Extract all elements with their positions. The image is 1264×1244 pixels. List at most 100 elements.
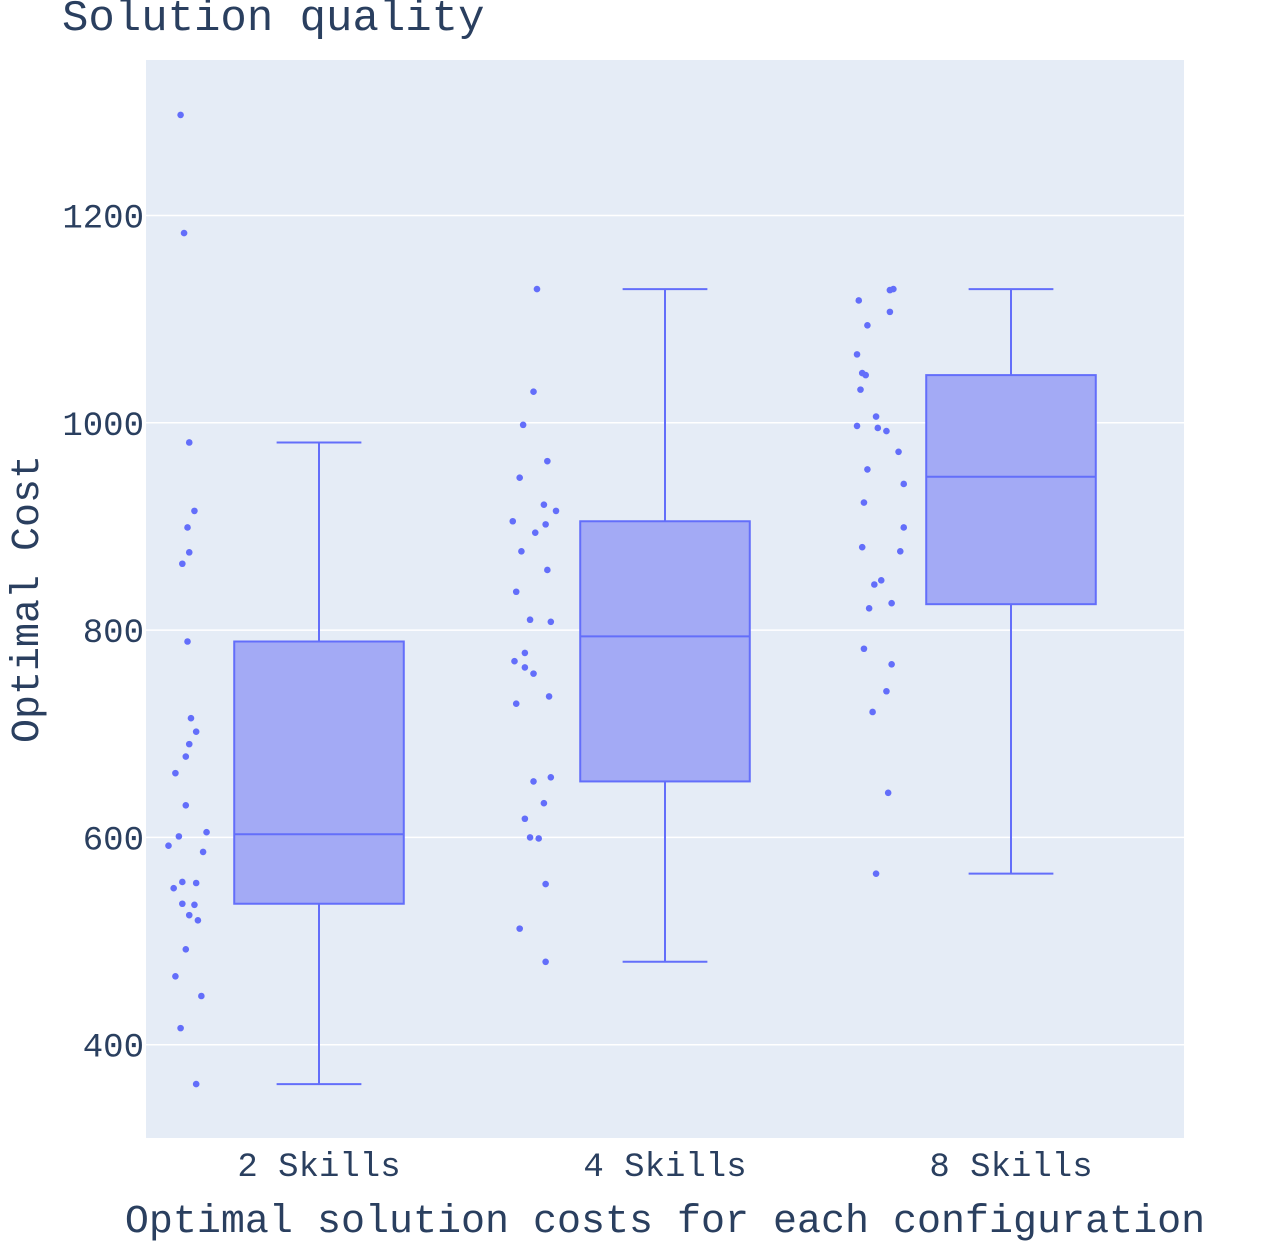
data-point <box>552 507 560 515</box>
data-point <box>185 439 193 446</box>
data-point <box>542 880 549 888</box>
data-point <box>184 638 191 645</box>
y-tick-label: 1000 <box>62 408 144 446</box>
data-point <box>533 285 541 293</box>
data-point <box>185 740 193 748</box>
data-point <box>191 507 198 515</box>
data-point <box>172 769 179 777</box>
data-point <box>182 801 190 809</box>
data-point <box>872 870 880 877</box>
data-point <box>858 543 866 551</box>
data-point <box>170 884 177 892</box>
data-point <box>194 917 202 924</box>
y-tick-label: 1200 <box>62 200 144 238</box>
data-point <box>516 925 523 932</box>
data-point <box>526 616 534 624</box>
chart-title: Solution quality <box>62 0 484 44</box>
data-point <box>182 753 190 760</box>
x-axis-title: Optimal solution costs for each configur… <box>125 1200 1205 1244</box>
data-point <box>860 499 868 506</box>
data-point <box>896 548 904 555</box>
data-point <box>877 577 885 584</box>
data-point <box>184 524 191 531</box>
box-group <box>509 285 751 966</box>
data-point <box>864 322 871 329</box>
data-point <box>853 351 861 358</box>
data-point <box>203 828 210 836</box>
data-point <box>883 427 890 435</box>
x-tick-label: 4 Skills <box>583 1149 746 1187</box>
data-point <box>872 413 880 420</box>
data-point <box>182 946 190 953</box>
data-point <box>179 900 186 908</box>
data-point <box>531 529 539 536</box>
data-point <box>544 566 551 574</box>
data-point <box>198 992 205 1000</box>
data-point <box>172 973 179 980</box>
data-point <box>540 501 548 508</box>
data-point <box>516 474 523 482</box>
y-tick-label: 400 <box>83 1030 144 1068</box>
data-point <box>180 229 188 237</box>
data-point <box>177 1024 184 1032</box>
box-series <box>165 111 1097 1088</box>
data-point <box>865 605 873 612</box>
data-point <box>521 664 529 671</box>
y-axis-title: Optimal Cost <box>6 455 51 743</box>
y-axis-ticks: 400 600 800 1000 1200 <box>62 200 144 1067</box>
data-point <box>547 773 555 781</box>
data-point <box>511 657 518 665</box>
data-point <box>895 448 902 456</box>
y-tick-label: 800 <box>83 615 144 653</box>
x-axis-ticks: 2 Skills 4 Skills 8 Skills <box>237 1149 1092 1187</box>
data-point <box>192 728 200 735</box>
data-point <box>871 581 878 588</box>
x-tick-label: 2 Skills <box>237 1149 400 1187</box>
data-point <box>192 1080 200 1088</box>
data-point <box>540 799 548 807</box>
data-point <box>199 848 207 856</box>
x-tick-label: 8 Skills <box>929 1149 1092 1187</box>
data-point <box>874 424 882 432</box>
y-tick-label: 600 <box>83 822 144 860</box>
box-group <box>165 111 405 1088</box>
data-point <box>884 789 892 797</box>
data-point <box>535 835 543 842</box>
data-point <box>191 901 198 909</box>
data-point <box>886 286 894 294</box>
box-iqr <box>233 640 405 905</box>
data-point <box>855 297 863 304</box>
data-point <box>900 524 908 531</box>
data-point <box>179 560 186 568</box>
data-point <box>521 649 529 657</box>
box-group <box>853 285 1097 877</box>
data-point <box>545 693 553 700</box>
data-point <box>853 422 861 430</box>
data-point <box>530 778 537 785</box>
data-point <box>519 421 527 429</box>
data-point <box>888 599 895 607</box>
data-point <box>860 645 868 653</box>
data-point <box>187 714 195 722</box>
data-point <box>900 480 908 488</box>
data-point <box>542 521 549 528</box>
data-point <box>869 708 876 716</box>
data-point <box>544 457 551 465</box>
data-point <box>530 670 537 677</box>
data-point <box>530 388 537 395</box>
data-point <box>175 833 183 840</box>
data-point <box>547 618 555 626</box>
data-point <box>509 517 517 525</box>
data-point <box>512 700 520 707</box>
data-point <box>177 111 184 119</box>
data-point <box>862 371 869 379</box>
data-point <box>857 386 864 393</box>
data-point <box>864 466 871 473</box>
data-point <box>185 549 193 556</box>
data-point <box>512 588 520 596</box>
data-point <box>542 958 549 966</box>
data-point <box>165 842 172 849</box>
data-point <box>521 815 529 823</box>
data-point <box>192 879 200 887</box>
